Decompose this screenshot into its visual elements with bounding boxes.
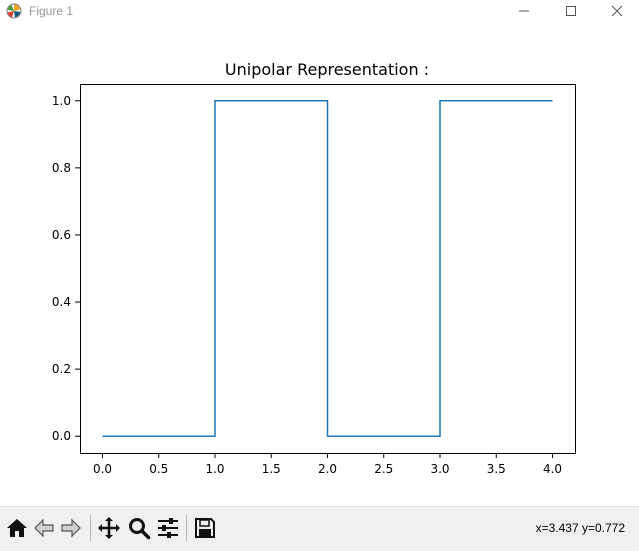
window-title: Figure 1 bbox=[29, 4, 74, 18]
save-button[interactable] bbox=[192, 515, 218, 541]
matplotlib-app-icon bbox=[6, 3, 22, 19]
save-icon bbox=[195, 518, 215, 538]
y-axis: 0.0 0.2 0.4 0.6 0.8 1.0 bbox=[52, 94, 80, 443]
y-tick-label: 0.2 bbox=[52, 362, 71, 376]
minimize-button[interactable] bbox=[501, 0, 547, 22]
close-icon bbox=[611, 5, 623, 17]
x-tick-label: 4.0 bbox=[543, 462, 562, 476]
x-tick-label: 2.5 bbox=[374, 462, 393, 476]
axes-frame bbox=[80, 84, 576, 454]
toolbar-separator bbox=[90, 515, 91, 541]
pan-icon bbox=[98, 517, 120, 539]
back-button[interactable] bbox=[31, 515, 57, 541]
maximize-icon bbox=[566, 6, 576, 16]
figure-canvas[interactable]: Unipolar Representation : 0.0 0.5 1.0 1.5 2.… bbox=[0, 22, 639, 506]
configure-subplots-button[interactable] bbox=[155, 515, 181, 541]
home-button[interactable] bbox=[4, 515, 30, 541]
cursor-coordinates: x=3.437 y=0.772 bbox=[535, 521, 625, 535]
forward-button[interactable] bbox=[58, 515, 84, 541]
maximize-button[interactable] bbox=[548, 0, 594, 22]
x-tick-label: 3.5 bbox=[487, 462, 506, 476]
y-tick-label: 0.4 bbox=[52, 295, 71, 309]
configure-subplots-icon bbox=[158, 518, 178, 538]
x-tick-label: 1.5 bbox=[262, 462, 281, 476]
x-tick-label: 2.0 bbox=[318, 462, 337, 476]
forward-arrow-icon bbox=[61, 518, 81, 538]
x-tick-label: 0.5 bbox=[149, 462, 168, 476]
toolbar-separator bbox=[186, 515, 187, 541]
zoom-icon bbox=[129, 518, 151, 540]
pan-button[interactable] bbox=[96, 515, 122, 541]
close-button[interactable] bbox=[594, 0, 639, 22]
x-tick-label: 3.0 bbox=[430, 462, 449, 476]
zoom-button[interactable] bbox=[126, 515, 152, 541]
y-tick-label: 0.0 bbox=[52, 429, 71, 443]
chart-svg: Unipolar Representation : 0.0 0.5 1.0 1.5 2.… bbox=[52, 60, 576, 476]
window-titlebar: Figure 1 bbox=[0, 0, 639, 22]
navigation-toolbar: x=3.437 y=0.772 bbox=[0, 506, 639, 551]
x-axis: 0.0 0.5 1.0 1.5 2.0 2.5 3.0 3.5 4.0 bbox=[93, 453, 562, 476]
minimize-icon bbox=[519, 10, 529, 12]
series-line bbox=[102, 100, 553, 437]
back-arrow-icon bbox=[34, 518, 54, 538]
x-tick-label: 1.0 bbox=[205, 462, 224, 476]
y-tick-label: 1.0 bbox=[52, 94, 71, 108]
home-icon bbox=[7, 519, 27, 537]
x-tick-label: 0.0 bbox=[93, 462, 112, 476]
chart-title: Unipolar Representation : bbox=[225, 60, 429, 79]
y-tick-label: 0.6 bbox=[52, 228, 71, 242]
y-tick-label: 0.8 bbox=[52, 161, 71, 175]
